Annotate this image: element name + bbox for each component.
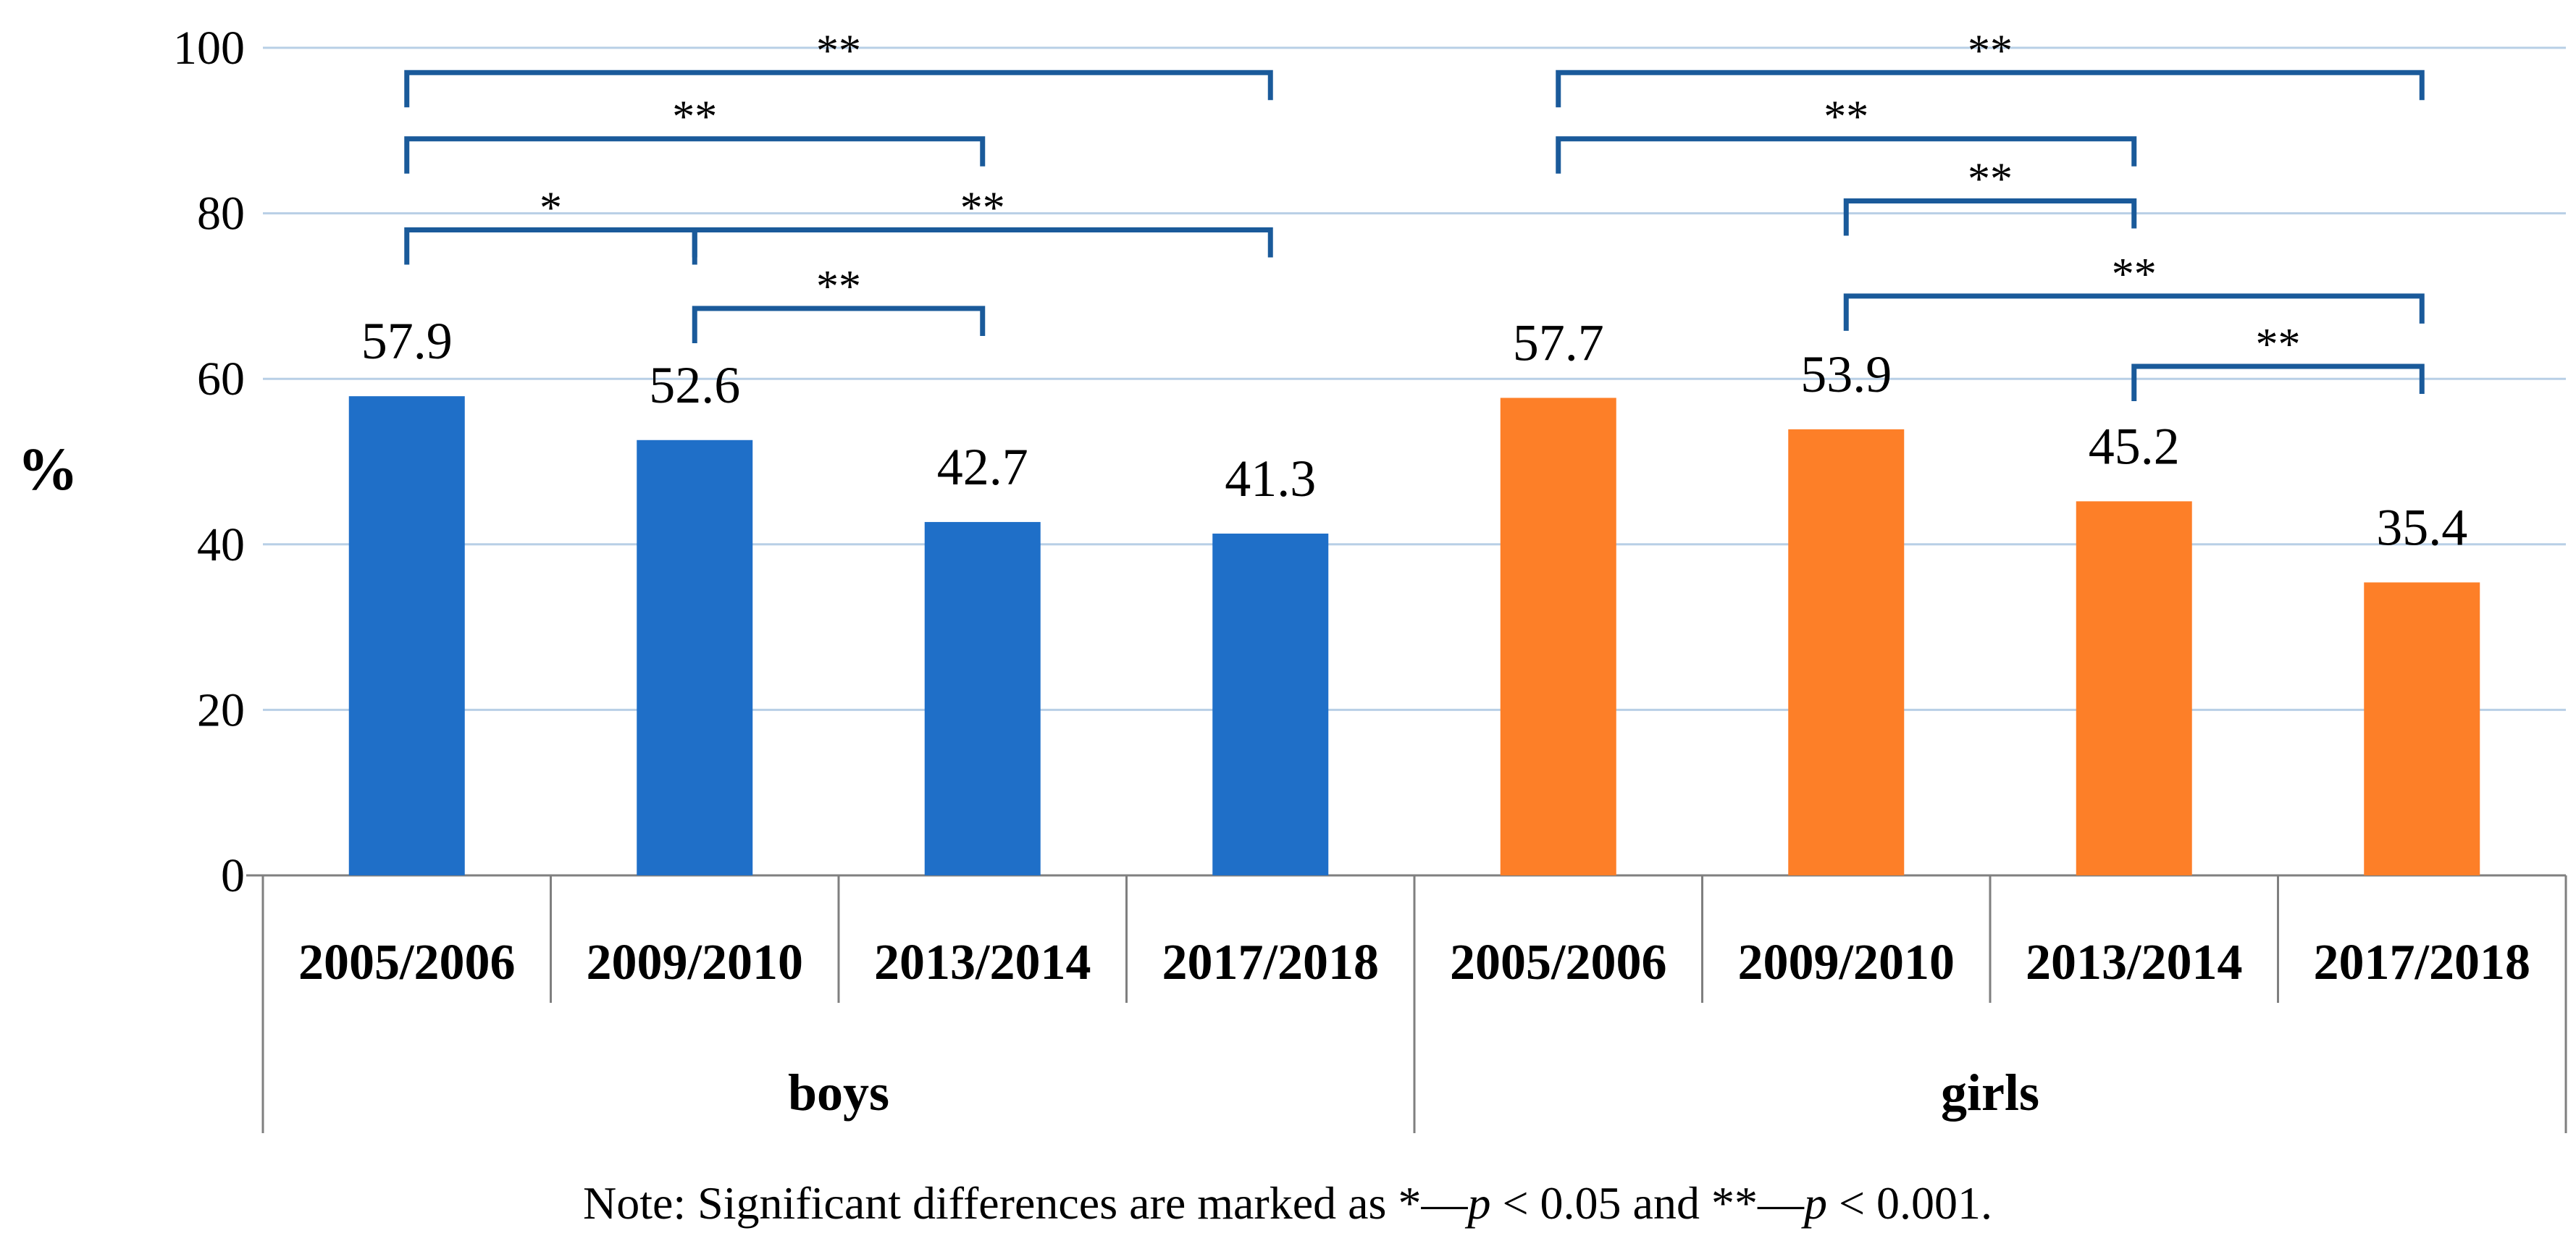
category-axis: 2005/2006 2009/2010 2013/2014 2017/2018 2005… <box>261 875 2567 1133</box>
bar-girls-2009-2010 <box>1788 429 1905 875</box>
x-group-label: girls <box>1941 1064 2039 1122</box>
y-tick-label: 0 <box>221 849 245 902</box>
x-group-label: boys <box>788 1064 889 1122</box>
data-labels: 57.9 52.6 42.7 41.3 57.7 53.9 45.2 35.4 <box>361 312 2468 556</box>
x-category-label: 2017/2018 <box>1162 935 1379 991</box>
data-label: 41.3 <box>1225 450 1316 508</box>
significance-bracket <box>1556 136 2137 174</box>
significance-label: ** <box>2112 250 2157 299</box>
bar-girls-2013-2014 <box>2076 501 2192 875</box>
data-label: 57.9 <box>361 312 453 370</box>
data-label: 52.6 <box>649 356 740 414</box>
x-category-label: 2005/2006 <box>1450 935 1666 991</box>
x-category-label: 2013/2014 <box>2026 935 2242 991</box>
y-tick-label: 20 <box>197 684 245 736</box>
x-category-label: 2009/2010 <box>1738 935 1955 991</box>
axes: 0 20 40 60 80 100 <box>173 22 2566 902</box>
significance-label: ** <box>816 262 861 311</box>
significance-bracket <box>692 306 986 344</box>
x-category-label: 2005/2006 <box>298 935 515 991</box>
bar-boys-2013-2014 <box>924 521 1041 875</box>
bar-girls-2005-2006 <box>1500 398 1616 875</box>
significance-bracket <box>404 227 697 265</box>
gridlines <box>263 46 2566 711</box>
x-category-label: 2013/2014 <box>874 935 1091 991</box>
significance-label: ** <box>1968 26 2013 75</box>
x-category-label: 2009/2010 <box>587 935 803 991</box>
y-tick-label: 80 <box>197 188 245 240</box>
y-axis-title: % <box>17 436 78 503</box>
data-label: 45.2 <box>2089 417 2180 475</box>
bar-boys-2009-2010 <box>637 440 753 875</box>
significance-brackets: ***** ************** <box>404 26 2425 402</box>
significance-label: ** <box>1968 154 2013 203</box>
significance-bracket <box>1556 70 2425 108</box>
x-category-label: 2017/2018 <box>2314 935 2530 991</box>
data-label: 53.9 <box>1800 345 1892 403</box>
significance-label: ** <box>2256 320 2301 369</box>
significance-bracket <box>2131 363 2425 402</box>
note-mid: < 0.05 and **— <box>1490 1177 1805 1229</box>
significance-bracket <box>692 227 1273 265</box>
note-p-symbol-2: p <box>1801 1177 1827 1229</box>
bar-boys-2017-2018 <box>1212 533 1329 875</box>
significance-label: ** <box>960 183 1005 232</box>
bar-boys-2005-2006 <box>348 396 465 875</box>
significance-bracket <box>1843 198 2137 236</box>
significance-bracket <box>404 70 1273 108</box>
y-tick-label: 40 <box>197 518 245 571</box>
note-prefix: Note: Significant differences are marked… <box>583 1177 1468 1229</box>
significance-label: ** <box>672 93 717 142</box>
bar-girls-2017-2018 <box>2364 582 2480 875</box>
note-suffix: < 0.001. <box>1827 1177 1992 1229</box>
y-tick-label: 60 <box>197 353 245 405</box>
significance-label: ** <box>816 26 861 75</box>
note-p-symbol-1: p <box>1464 1177 1490 1229</box>
footnote: Note: Significant differences are marked… <box>583 1177 1992 1229</box>
significance-bracket <box>1843 293 2425 331</box>
significance-bracket <box>404 136 986 174</box>
data-label: 35.4 <box>2376 498 2467 556</box>
y-tick-label: 100 <box>173 22 245 75</box>
bars <box>348 396 2480 875</box>
data-label: 42.7 <box>937 438 1028 496</box>
significance-label: * <box>540 183 562 232</box>
significance-label: ** <box>1824 93 1868 142</box>
data-label: 57.7 <box>1513 314 1604 371</box>
